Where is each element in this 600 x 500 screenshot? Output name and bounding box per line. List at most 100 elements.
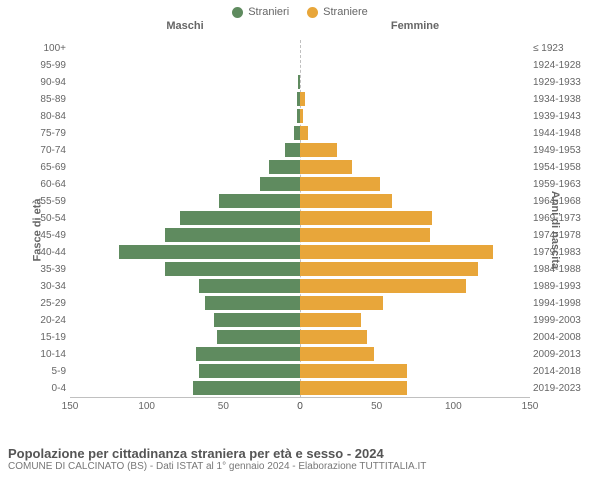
birth-year-label: 2004-2008 — [533, 329, 585, 346]
female-bar-container — [300, 91, 530, 108]
female-bar-container — [300, 244, 530, 261]
birth-year-label: 1934-1938 — [533, 91, 585, 108]
x-tick: 100 — [138, 401, 155, 412]
female-bar — [300, 109, 303, 123]
female-bar — [300, 92, 305, 106]
age-label: 95-99 — [32, 57, 66, 74]
x-axis-left: 150100500 — [70, 398, 300, 419]
female-bar — [300, 245, 493, 259]
age-label: 100+ — [32, 40, 66, 57]
male-bar — [269, 160, 300, 174]
chart-subtitle: COMUNE DI CALCINATO (BS) - Dati ISTAT al… — [8, 461, 592, 472]
male-bar — [165, 228, 300, 242]
legend-swatch-female — [307, 7, 318, 18]
birth-year-label: 1939-1943 — [533, 108, 585, 125]
female-bar — [300, 143, 337, 157]
female-bar — [300, 194, 392, 208]
pyramid-row: 0-42019-2023 — [70, 380, 530, 397]
birth-year-label: 1974-1978 — [533, 227, 585, 244]
male-bar-container — [70, 125, 300, 142]
female-bar-container — [300, 227, 530, 244]
female-bar-container — [300, 125, 530, 142]
chart-title: Popolazione per cittadinanza straniera p… — [8, 446, 592, 461]
birth-year-label: 1989-1993 — [533, 278, 585, 295]
male-bar-container — [70, 380, 300, 397]
female-bar — [300, 262, 478, 276]
age-label: 60-64 — [32, 176, 66, 193]
chart-rows: 100+≤ 192395-991924-192890-941929-193385… — [70, 40, 530, 397]
pyramid-row: 30-341989-1993 — [70, 278, 530, 295]
age-label: 40-44 — [32, 244, 66, 261]
column-headers: Maschi Femmine — [70, 20, 530, 38]
female-bar-container — [300, 329, 530, 346]
female-bar-container — [300, 176, 530, 193]
male-bar — [165, 262, 300, 276]
female-bar-container — [300, 57, 530, 74]
pyramid-row: 35-391984-1988 — [70, 261, 530, 278]
pyramid-row: 60-641959-1963 — [70, 176, 530, 193]
pyramid-row: 25-291994-1998 — [70, 295, 530, 312]
male-bar-container — [70, 244, 300, 261]
age-label: 70-74 — [32, 142, 66, 159]
x-tick: 50 — [218, 401, 229, 412]
male-bar — [285, 143, 300, 157]
pyramid-row: 75-791944-1948 — [70, 125, 530, 142]
age-label: 90-94 — [32, 74, 66, 91]
female-bar — [300, 296, 383, 310]
legend-label-male: Stranieri — [248, 6, 289, 18]
birth-year-label: 2009-2013 — [533, 346, 585, 363]
pyramid-row: 65-691954-1958 — [70, 159, 530, 176]
pyramid-row: 95-991924-1928 — [70, 57, 530, 74]
female-bar — [300, 211, 432, 225]
male-bar-container — [70, 57, 300, 74]
female-bar — [300, 126, 308, 140]
male-bar — [119, 245, 300, 259]
female-bar — [300, 381, 407, 395]
male-bar — [214, 313, 300, 327]
female-bar-container — [300, 159, 530, 176]
birth-year-label: 1954-1958 — [533, 159, 585, 176]
male-bar-container — [70, 159, 300, 176]
age-label: 0-4 — [32, 380, 66, 397]
male-bar — [219, 194, 300, 208]
age-label: 20-24 — [32, 312, 66, 329]
pyramid-row: 15-192004-2008 — [70, 329, 530, 346]
male-bar — [193, 381, 300, 395]
male-bar — [260, 177, 300, 191]
female-bar — [300, 364, 407, 378]
pyramid-row: 40-441979-1983 — [70, 244, 530, 261]
male-bar-container — [70, 227, 300, 244]
birth-year-label: 1929-1933 — [533, 74, 585, 91]
pyramid-row: 80-841939-1943 — [70, 108, 530, 125]
female-bar-container — [300, 108, 530, 125]
female-bar-container — [300, 312, 530, 329]
female-bar — [300, 177, 380, 191]
female-bar-container — [300, 210, 530, 227]
pyramid-row: 70-741949-1953 — [70, 142, 530, 159]
x-tick: 150 — [62, 401, 79, 412]
male-bar-container — [70, 261, 300, 278]
female-bar-container — [300, 363, 530, 380]
male-bar-container — [70, 40, 300, 57]
male-bar — [217, 330, 300, 344]
age-label: 85-89 — [32, 91, 66, 108]
male-bar-container — [70, 363, 300, 380]
birth-year-label: 1944-1948 — [533, 125, 585, 142]
x-tick: 50 — [371, 401, 382, 412]
female-bar-container — [300, 346, 530, 363]
age-label: 25-29 — [32, 295, 66, 312]
age-label: 45-49 — [32, 227, 66, 244]
pyramid-row: 10-142009-2013 — [70, 346, 530, 363]
male-bar-container — [70, 108, 300, 125]
age-label: 65-69 — [32, 159, 66, 176]
age-label: 15-19 — [32, 329, 66, 346]
male-bar-container — [70, 278, 300, 295]
female-bar-container — [300, 74, 530, 91]
population-pyramid-chart: Fasce di età Anni di nascita Maschi Femm… — [0, 20, 600, 440]
chart-footer: Popolazione per cittadinanza straniera p… — [0, 440, 600, 472]
female-bar-container — [300, 380, 530, 397]
male-bar-container — [70, 329, 300, 346]
pyramid-row: 100+≤ 1923 — [70, 40, 530, 57]
age-label: 5-9 — [32, 363, 66, 380]
female-bar-container — [300, 193, 530, 210]
